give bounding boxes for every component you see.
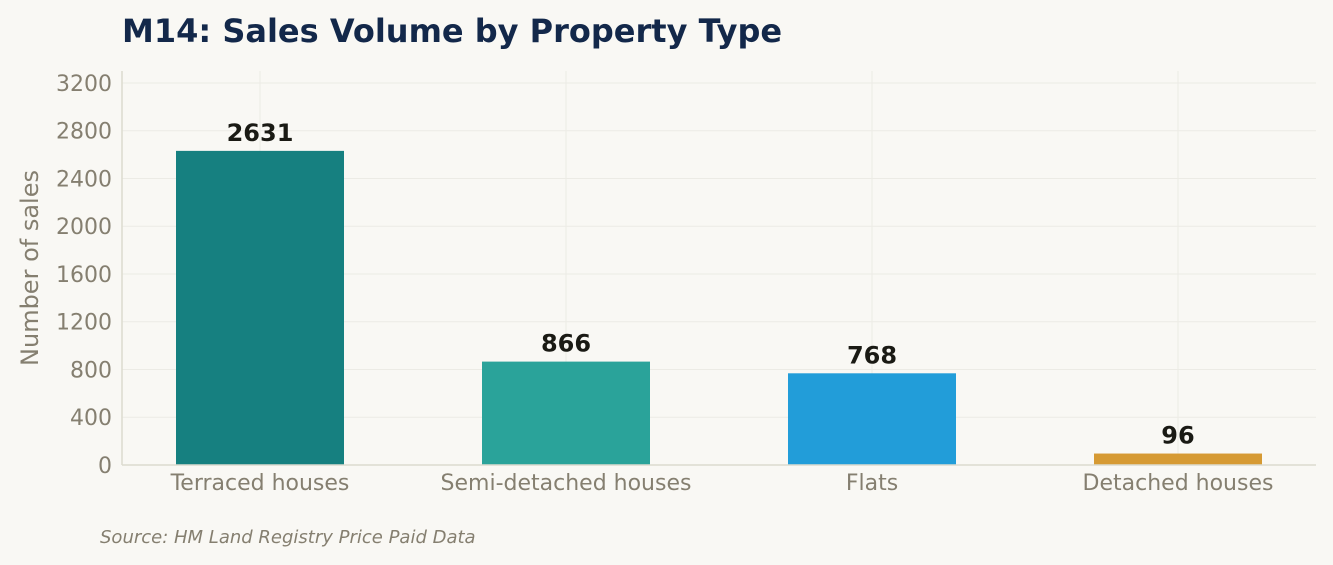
y-tick-label: 1200 <box>56 311 112 336</box>
bar <box>1094 453 1262 465</box>
x-tick-label: Semi-detached houses <box>441 471 692 496</box>
y-tick-label: 2400 <box>56 167 112 192</box>
y-tick-label: 0 <box>98 454 112 479</box>
data-label: 2631 <box>227 119 294 147</box>
x-tick-label: Terraced houses <box>170 471 350 496</box>
bar <box>482 361 650 465</box>
bar <box>176 150 344 465</box>
x-tick-label: Detached houses <box>1083 471 1274 496</box>
y-tick-label: 800 <box>70 358 112 383</box>
x-tick-labels: Terraced houses Semi-detached houses Flats… <box>170 471 1274 496</box>
source-note: Source: HM Land Registry Price Paid Data <box>100 527 476 548</box>
data-label: 96 <box>1161 422 1194 450</box>
x-tick-label: Flats <box>846 471 898 496</box>
bars <box>176 150 1262 465</box>
y-axis-label: Number of sales <box>16 170 44 366</box>
y-ticks: 0 400 800 1200 1600 2000 2400 2800 3200 <box>56 72 112 479</box>
y-tick-label: 3200 <box>56 72 112 97</box>
data-label: 768 <box>847 341 897 369</box>
axes <box>121 71 1316 466</box>
data-label: 866 <box>541 330 591 358</box>
y-tick-label: 1600 <box>56 263 112 288</box>
y-tick-label: 2800 <box>56 120 112 145</box>
y-tick-label: 2000 <box>56 215 112 240</box>
bar <box>788 373 956 465</box>
chart-title: M14: Sales Volume by Property Type <box>122 12 782 50</box>
y-tick-label: 400 <box>70 406 112 431</box>
data-labels: 2631 866 768 96 <box>227 119 1195 450</box>
